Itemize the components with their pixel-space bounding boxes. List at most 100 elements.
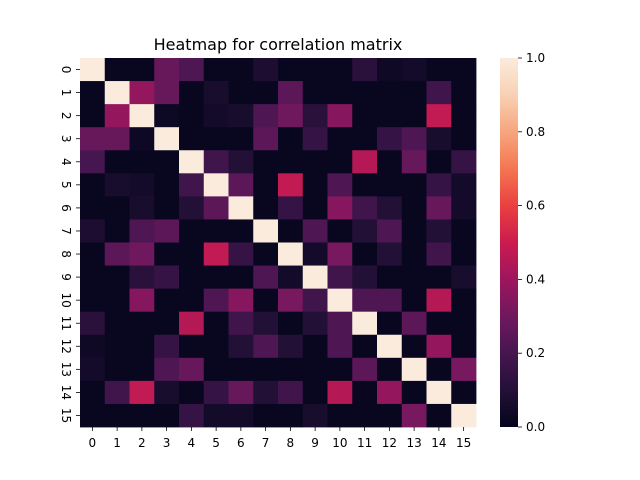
heatmap-cell-4-8 bbox=[278, 150, 304, 174]
heatmap-cell-7-12 bbox=[377, 219, 403, 243]
heatmap-cell-14-4 bbox=[179, 380, 205, 405]
heatmap-cell-4-3 bbox=[154, 150, 180, 174]
heatmap-cell-5-6 bbox=[228, 173, 254, 197]
x-tick-label-10: 10 bbox=[332, 436, 347, 450]
x-tick-label-8: 8 bbox=[287, 436, 295, 450]
heatmap-cell-0-7 bbox=[253, 58, 279, 82]
y-tick-label-3: 3 bbox=[59, 135, 73, 143]
heatmap-cell-15-2 bbox=[129, 403, 155, 428]
heatmap-cell-10-2 bbox=[129, 288, 155, 313]
heatmap-cell-14-13 bbox=[401, 380, 427, 405]
heatmap-cell-1-11 bbox=[352, 81, 378, 105]
heatmap-cell-11-10 bbox=[327, 311, 353, 336]
heatmap-cell-7-1 bbox=[104, 219, 130, 243]
heatmap-cell-9-4 bbox=[179, 265, 205, 290]
heatmap-cell-4-11 bbox=[352, 150, 378, 174]
heatmap-cell-0-11 bbox=[352, 58, 378, 82]
x-tick-label-7: 7 bbox=[262, 436, 270, 450]
heatmap-cell-4-15 bbox=[451, 150, 477, 174]
heatmap-cell-13-11 bbox=[352, 357, 378, 382]
heatmap-cell-15-6 bbox=[228, 403, 254, 428]
heatmap-cell-7-15 bbox=[451, 219, 477, 243]
heatmap-cell-12-12 bbox=[377, 334, 403, 359]
heatmap-cell-4-2 bbox=[129, 150, 155, 174]
heatmap-cell-3-13 bbox=[401, 127, 427, 151]
heatmap-cell-15-3 bbox=[154, 403, 180, 428]
heatmap-cell-0-12 bbox=[377, 58, 403, 82]
x-tick-label-6: 6 bbox=[237, 436, 245, 450]
heatmap-cell-13-8 bbox=[278, 357, 304, 382]
heatmap-cell-12-8 bbox=[278, 334, 304, 359]
heatmap-cell-11-1 bbox=[104, 311, 130, 336]
heatmap-cell-1-0 bbox=[80, 81, 106, 105]
heatmap-cell-10-6 bbox=[228, 288, 254, 313]
heatmap-cell-3-10 bbox=[327, 127, 353, 151]
heatmap-cell-3-12 bbox=[377, 127, 403, 151]
heatmap-cell-7-9 bbox=[302, 219, 328, 243]
heatmap-cell-11-12 bbox=[377, 311, 403, 336]
heatmap-cell-14-3 bbox=[154, 380, 180, 405]
colorbar-tick-label-5: 1.0 bbox=[526, 51, 545, 65]
heatmap-cell-4-1 bbox=[104, 150, 130, 174]
heatmap-cell-13-1 bbox=[104, 357, 130, 382]
heatmap-cell-3-15 bbox=[451, 127, 477, 151]
heatmap-cell-8-4 bbox=[179, 242, 205, 266]
heatmap-cell-5-11 bbox=[352, 173, 378, 197]
heatmap-cell-5-4 bbox=[179, 173, 205, 197]
heatmap-cell-6-0 bbox=[80, 196, 106, 220]
heatmap-cell-2-6 bbox=[228, 104, 254, 128]
heatmap-cell-11-0 bbox=[80, 311, 106, 336]
heatmap-cell-12-3 bbox=[154, 334, 180, 359]
heatmap-cell-10-9 bbox=[302, 288, 328, 313]
heatmap-cell-14-1 bbox=[104, 380, 130, 405]
heatmap-cell-2-12 bbox=[377, 104, 403, 128]
heatmap-cell-12-11 bbox=[352, 334, 378, 359]
heatmap-cell-7-4 bbox=[179, 219, 205, 243]
heatmap-cell-11-6 bbox=[228, 311, 254, 336]
heatmap-cell-14-12 bbox=[377, 380, 403, 405]
x-tick-label-13: 13 bbox=[406, 436, 421, 450]
heatmap-cell-8-7 bbox=[253, 242, 279, 266]
heatmap-cell-2-3 bbox=[154, 104, 180, 128]
heatmap-cell-9-3 bbox=[154, 265, 180, 290]
heatmap-cell-12-13 bbox=[401, 334, 427, 359]
heatmap-cell-13-2 bbox=[129, 357, 155, 382]
heatmap-cell-11-3 bbox=[154, 311, 180, 336]
heatmap-cell-1-3 bbox=[154, 81, 180, 105]
heatmap-cell-0-2 bbox=[129, 58, 155, 82]
heatmap-cell-13-14 bbox=[426, 357, 452, 382]
heatmap-cell-9-6 bbox=[228, 265, 254, 290]
heatmap-cell-4-13 bbox=[401, 150, 427, 174]
heatmap-cell-8-9 bbox=[302, 242, 328, 266]
heatmap-cell-6-15 bbox=[451, 196, 477, 220]
heatmap-cell-10-4 bbox=[179, 288, 205, 313]
heatmap-cell-0-3 bbox=[154, 58, 180, 82]
colorbar bbox=[500, 58, 518, 427]
heatmap-cell-10-3 bbox=[154, 288, 180, 313]
heatmap-cell-5-12 bbox=[377, 173, 403, 197]
heatmap-cell-6-6 bbox=[228, 196, 254, 220]
heatmap-cell-1-13 bbox=[401, 81, 427, 105]
heatmap-cell-7-13 bbox=[401, 219, 427, 243]
x-tick-label-9: 9 bbox=[311, 436, 319, 450]
heatmap-cell-3-6 bbox=[228, 127, 254, 151]
heatmap-cell-1-14 bbox=[426, 81, 452, 105]
heatmap-cell-5-10 bbox=[327, 173, 353, 197]
heatmap-cell-9-11 bbox=[352, 265, 378, 290]
heatmap-cell-14-11 bbox=[352, 380, 378, 405]
y-tick-label-5: 5 bbox=[59, 181, 73, 189]
heatmap-cell-2-0 bbox=[80, 104, 106, 128]
heatmap-cell-0-0 bbox=[80, 58, 106, 82]
heatmap-cell-11-5 bbox=[203, 311, 229, 336]
x-tick-label-3: 3 bbox=[163, 436, 171, 450]
x-tick-label-2: 2 bbox=[138, 436, 146, 450]
heatmap-cell-12-1 bbox=[104, 334, 130, 359]
heatmap-cell-10-13 bbox=[401, 288, 427, 313]
heatmap-cell-1-10 bbox=[327, 81, 353, 105]
heatmap-cell-15-7 bbox=[253, 403, 279, 428]
heatmap-cell-2-5 bbox=[203, 104, 229, 128]
heatmap-cell-1-1 bbox=[104, 81, 130, 105]
heatmap-cell-5-9 bbox=[302, 173, 328, 197]
heatmap-cell-8-1 bbox=[104, 242, 130, 266]
heatmap-cell-12-0 bbox=[80, 334, 106, 359]
